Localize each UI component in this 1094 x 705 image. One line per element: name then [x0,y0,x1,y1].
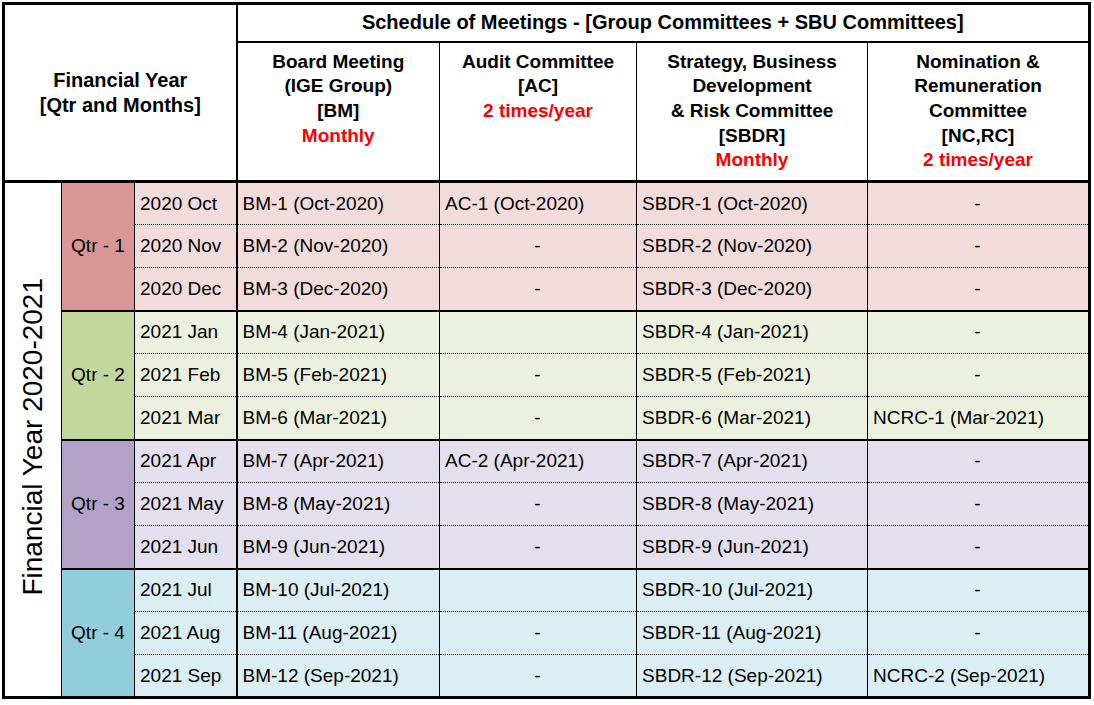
table-row: Financial Year 2020-2021 Qtr - 1 2020 Oc… [4,182,1090,225]
financial-year-header-cell: Financial Year [Qtr and Months] [4,4,237,182]
committee-name: Audit Committee [AC] [441,50,635,99]
sbdr-cell: SBDR-11 (Aug-2021) [637,612,868,655]
committee-header-ac: Audit Committee [AC] 2 times/year [440,42,637,182]
ac-cell [440,311,637,354]
table-row: 2021 Sep BM-12 (Sep-2021) - SBDR-12 (Sep… [4,655,1090,698]
month-cell: 2021 Jan [135,311,237,354]
ncrc-cell: - [868,182,1090,225]
sbdr-cell: SBDR-9 (Jun-2021) [637,526,868,569]
month-cell: 2021 May [135,483,237,526]
table-row: 2021 Mar BM-6 (Mar-2021) - SBDR-6 (Mar-2… [4,397,1090,440]
month-cell: 2020 Nov [135,225,237,268]
table-row: 2021 May BM-8 (May-2021) - SBDR-8 (May-2… [4,483,1090,526]
ncrc-cell: - [868,440,1090,483]
month-cell: 2021 Aug [135,612,237,655]
ac-cell: - [440,268,637,311]
bm-cell: BM-2 (Nov-2020) [237,225,440,268]
ncrc-cell: - [868,569,1090,612]
bm-cell: BM-1 (Oct-2020) [237,182,440,225]
ncrc-cell: - [868,354,1090,397]
bm-cell: BM-8 (May-2021) [237,483,440,526]
sbdr-cell: SBDR-5 (Feb-2021) [637,354,868,397]
sbdr-cell: SBDR-3 (Dec-2020) [637,268,868,311]
month-cell: 2020 Oct [135,182,237,225]
table-row: Qtr - 3 2021 Apr BM-7 (Apr-2021) AC-2 (A… [4,440,1090,483]
ncrc-cell: - [868,225,1090,268]
ncrc-cell: NCRC-1 (Mar-2021) [868,397,1090,440]
ncrc-cell: - [868,526,1090,569]
bm-cell: BM-6 (Mar-2021) [237,397,440,440]
sbdr-cell: SBDR-12 (Sep-2021) [637,655,868,698]
schedule-table: Financial Year [Qtr and Months] Schedule… [2,2,1091,699]
table-row: 2021 Jun BM-9 (Jun-2021) - SBDR-9 (Jun-2… [4,526,1090,569]
sbdr-cell: SBDR-7 (Apr-2021) [637,440,868,483]
table-row: Qtr - 4 2021 Jul BM-10 (Jul-2021) SBDR-1… [4,569,1090,612]
bm-cell: BM-7 (Apr-2021) [237,440,440,483]
bm-cell: BM-3 (Dec-2020) [237,268,440,311]
month-cell: 2021 Apr [135,440,237,483]
table-row: 2021 Feb BM-5 (Feb-2021) - SBDR-5 (Feb-2… [4,354,1090,397]
month-cell: 2020 Dec [135,268,237,311]
table-row: 2020 Nov BM-2 (Nov-2020) - SBDR-2 (Nov-2… [4,225,1090,268]
table-row: Qtr - 2 2021 Jan BM-4 (Jan-2021) SBDR-4 … [4,311,1090,354]
committee-header-ncrc: Nomination & Remuneration Committee [NC,… [868,42,1090,182]
ncrc-cell: - [868,268,1090,311]
month-cell: 2021 Jul [135,569,237,612]
committee-frequency: 2 times/year [869,148,1087,173]
sbdr-cell: SBDR-2 (Nov-2020) [637,225,868,268]
quarter-label-2: Qtr - 2 [62,311,135,440]
bm-cell: BM-4 (Jan-2021) [237,311,440,354]
ac-cell: - [440,655,637,698]
financial-year-vertical-label: Financial Year 2020-2021 [4,182,62,698]
sbdr-cell: SBDR-8 (May-2021) [637,483,868,526]
sbdr-cell: SBDR-6 (Mar-2021) [637,397,868,440]
month-cell: 2021 Sep [135,655,237,698]
ncrc-cell: - [868,612,1090,655]
bm-cell: BM-11 (Aug-2021) [237,612,440,655]
committee-frequency: Monthly [638,148,866,173]
financial-year-text: Financial Year 2020-2021 [17,278,49,596]
ncrc-cell: NCRC-2 (Sep-2021) [868,655,1090,698]
ac-cell: - [440,225,637,268]
ac-cell: AC-1 (Oct-2020) [440,182,637,225]
bm-cell: BM-12 (Sep-2021) [237,655,440,698]
bm-cell: BM-5 (Feb-2021) [237,354,440,397]
ncrc-cell: - [868,311,1090,354]
table-header-row: Financial Year [Qtr and Months] Schedule… [4,4,1090,42]
quarter-label-1: Qtr - 1 [62,182,135,311]
ac-cell: - [440,526,637,569]
sbdr-cell: SBDR-1 (Oct-2020) [637,182,868,225]
ac-cell: - [440,612,637,655]
ac-cell: AC-2 (Apr-2021) [440,440,637,483]
ac-cell: - [440,397,637,440]
sbdr-cell: SBDR-4 (Jan-2021) [637,311,868,354]
committee-name: Nomination & Remuneration Committee [NC,… [869,50,1087,149]
sbdr-cell: SBDR-10 (Jul-2021) [637,569,868,612]
month-cell: 2021 Feb [135,354,237,397]
ac-cell: - [440,354,637,397]
committee-frequency: Monthly [239,124,439,149]
ac-cell: - [440,483,637,526]
bm-cell: BM-9 (Jun-2021) [237,526,440,569]
committee-frequency: 2 times/year [441,99,635,124]
committee-header-sbdr: Strategy, Business Development & Risk Co… [637,42,868,182]
table-row: 2020 Dec BM-3 (Dec-2020) - SBDR-3 (Dec-2… [4,268,1090,311]
quarter-label-3: Qtr - 3 [62,440,135,569]
quarter-label-4: Qtr - 4 [62,569,135,698]
month-cell: 2021 Jun [135,526,237,569]
ac-cell [440,569,637,612]
committee-name: Board Meeting (IGE Group) [BM] [239,50,439,124]
committee-header-bm: Board Meeting (IGE Group) [BM] Monthly [237,42,440,182]
page-title: Schedule of Meetings - [Group Committees… [237,4,1090,42]
ncrc-cell: - [868,483,1090,526]
committee-name: Strategy, Business Development & Risk Co… [638,50,866,149]
month-cell: 2021 Mar [135,397,237,440]
table-row: 2021 Aug BM-11 (Aug-2021) - SBDR-11 (Aug… [4,612,1090,655]
schedule-page: Financial Year [Qtr and Months] Schedule… [0,0,1094,701]
bm-cell: BM-10 (Jul-2021) [237,569,440,612]
